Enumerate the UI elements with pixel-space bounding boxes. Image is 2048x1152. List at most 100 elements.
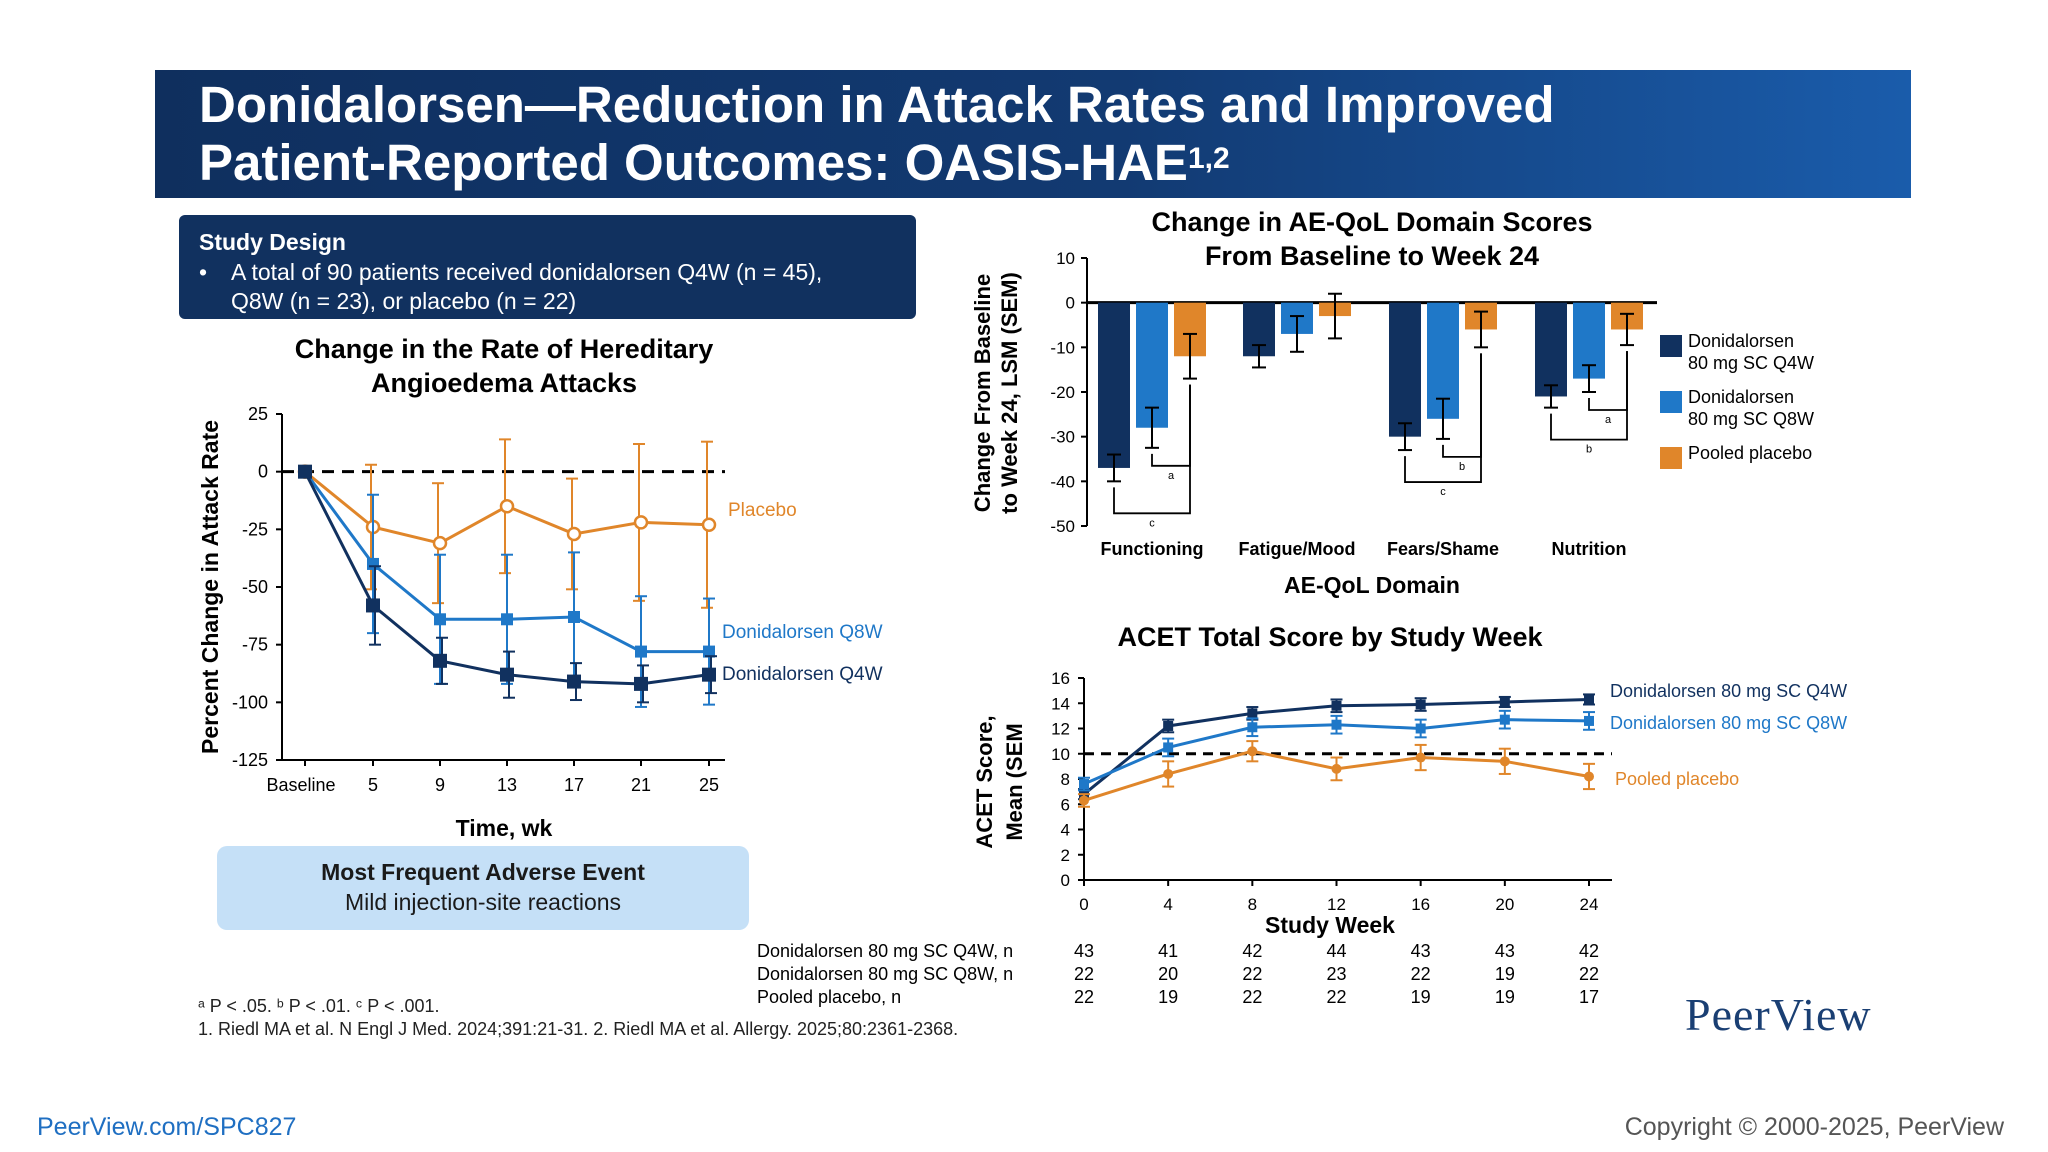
chart1-data-point [499, 499, 515, 514]
chart1-data-point [635, 645, 647, 658]
chart3-data-point [1079, 795, 1089, 806]
chart1-data-point [633, 515, 649, 530]
footer-url-link[interactable]: PeerView.com/SPC827 [37, 1113, 297, 1141]
chart3-y-tick-label: 6 [1061, 795, 1070, 814]
chart2-y-tick-label: -20 [1050, 383, 1075, 402]
bullet: • [199, 259, 208, 285]
chart1-data-point [634, 676, 648, 691]
chart2-y-tick-label: -10 [1050, 338, 1075, 357]
chart2-significance-bracket [1151, 384, 1191, 467]
chart3-n-table-row-label: Donidalorsen 80 mg SC Q4W, n [757, 941, 1013, 961]
chart3-y-axis-label-line-1: ACET Score, [972, 715, 997, 848]
chart2-category-label: Functioning [1101, 539, 1204, 559]
chart3-n-table-cell: 43 [1074, 941, 1094, 961]
chart3-series-label: Donidalorsen 80 mg SC Q8W [1610, 713, 1847, 733]
chart1-x-axis-label: Time, wk [456, 815, 553, 841]
chart2-y-tick-label: -30 [1050, 428, 1075, 447]
chart3-n-table-cell: 22 [1579, 964, 1599, 984]
chart2-legend-label-line-2: 80 mg SC Q4W [1688, 353, 1814, 373]
chart3-y-tick-label: 14 [1051, 694, 1070, 713]
chart3-y-tick-label: 16 [1051, 669, 1070, 688]
title-superscript: 1,2 [1187, 142, 1230, 175]
chart2-y-tick-label: -40 [1050, 472, 1075, 491]
study-design-line-1: A total of 90 patients received donidalo… [231, 259, 823, 285]
chart3-data-point [1331, 700, 1342, 711]
chart1-y-tick-label: 0 [258, 462, 268, 482]
chart1-data-point [366, 598, 380, 613]
chart1-data-point [433, 653, 447, 668]
chart2-legend-label-line-1: Donidalorsen [1688, 331, 1794, 351]
chart3-n-table-cell: 22 [1242, 987, 1262, 1007]
chart1-data-point [701, 517, 717, 532]
study-design-box: Study Design • A total of 90 patients re… [179, 215, 916, 319]
adverse-event-text: Mild injection-site reactions [344, 889, 622, 915]
chart2-category-label: Fatigue/Mood [1239, 539, 1356, 559]
chart1-x-tick-label: Baseline [266, 775, 335, 795]
chart3-n-table-cell: 23 [1326, 964, 1346, 984]
chart3-x-tick-label: 20 [1495, 895, 1514, 914]
chart3-y-tick-label: 2 [1061, 846, 1070, 865]
chart3-y-axis-label-line-2: Mean (SEM [1002, 723, 1027, 840]
chart3-data-point [1079, 779, 1089, 790]
chart3-n-table-cell: 22 [1411, 964, 1431, 984]
chart2-significance-bracket [1588, 351, 1628, 411]
chart1-y-tick-label: -100 [232, 692, 268, 712]
chart3-data-point [1499, 696, 1510, 707]
chart3-x-tick-label: 4 [1163, 895, 1172, 914]
chart2-title-line-2: From Baseline to Week 24 [1205, 241, 1539, 271]
significance-footnote: ᵃ P < .05. ᵇ P < .01. ᶜ P < .001. [198, 996, 440, 1016]
chart3-y-tick-label: 4 [1061, 821, 1070, 840]
chart2-significance-label: a [1168, 470, 1175, 482]
chart1-data-point [567, 674, 581, 689]
chart3-n-table-cell: 43 [1411, 941, 1431, 961]
chart2-title-line-1: Change in AE-QoL Domain Scores [1151, 207, 1592, 237]
chart1-data-point [703, 645, 715, 658]
chart1-y-axis-label: Percent Change in Attack Rate [197, 420, 223, 754]
chart3-x-tick-label: 12 [1327, 895, 1346, 914]
chart1-x-tick-label: 17 [564, 775, 584, 795]
chart1-data-point [500, 667, 514, 682]
chart1-x-tick-label: 13 [497, 775, 517, 795]
chart2-legend-swatch [1660, 447, 1682, 469]
chart3-data-point [1584, 694, 1594, 705]
chart3-n-table-cell: 42 [1579, 941, 1599, 961]
chart3-n-table-cell: 19 [1411, 987, 1431, 1007]
chart1-data-point [568, 610, 580, 623]
chart2-y-tick-label: -50 [1050, 517, 1075, 536]
chart3-data-point [1415, 699, 1426, 710]
chart2-significance-label: c [1149, 517, 1155, 529]
chart3-x-tick-label: 16 [1411, 895, 1430, 914]
chart2-bar [1389, 302, 1421, 437]
chart1-x-tick-label: 5 [368, 775, 378, 795]
copyright-text: Copyright © 2000-2025, PeerView [1624, 1113, 2004, 1141]
chart3-series-label: Pooled placebo [1615, 769, 1739, 789]
chart1-data-point [367, 557, 379, 570]
chart2-legend-label-line-1: Donidalorsen [1688, 387, 1794, 407]
chart3-data-point [1163, 720, 1174, 731]
chart2-y-axis-label-line-2: to Week 24, LSM (SEM) [997, 272, 1022, 514]
chart3-y-tick-label: 0 [1061, 871, 1070, 890]
adverse-event-box: Most Frequent Adverse Event Mild injecti… [217, 846, 749, 930]
chart1-data-point [501, 613, 513, 626]
chart2-x-axis-label: AE-QoL Domain [1284, 572, 1460, 598]
chart2-y-tick-label: 10 [1056, 249, 1075, 268]
chart3-data-point [1163, 768, 1174, 779]
title-banner: Donidalorsen—Reduction in Attack Rates a… [155, 70, 1911, 198]
chart1-series-label: Placebo [728, 500, 797, 521]
chart3-n-table-cell: 41 [1158, 941, 1178, 961]
chart3-y-tick-label: 10 [1051, 745, 1070, 764]
chart3-n-table-cell: 22 [1242, 964, 1262, 984]
chart3-n-table-cell: 22 [1326, 987, 1346, 1007]
chart3-n-table-cell: 19 [1495, 987, 1515, 1007]
chart2-legend-label-line-1: Pooled placebo [1688, 443, 1812, 463]
chart1-y-tick-label: -75 [242, 635, 268, 655]
chart3-data-point [1247, 746, 1258, 757]
chart3-data-point [1415, 752, 1426, 763]
chart3-n-table-cell: 20 [1158, 964, 1178, 984]
references-footnote: 1. Riedl MA et al. N Engl J Med. 2024;39… [198, 1019, 959, 1039]
chart3-y-tick-label: 12 [1051, 720, 1070, 739]
chart3-n-table-row-label: Donidalorsen 80 mg SC Q8W, n [757, 964, 1013, 984]
chart3-data-point [1331, 763, 1342, 774]
chart3-data-point [1499, 714, 1510, 725]
